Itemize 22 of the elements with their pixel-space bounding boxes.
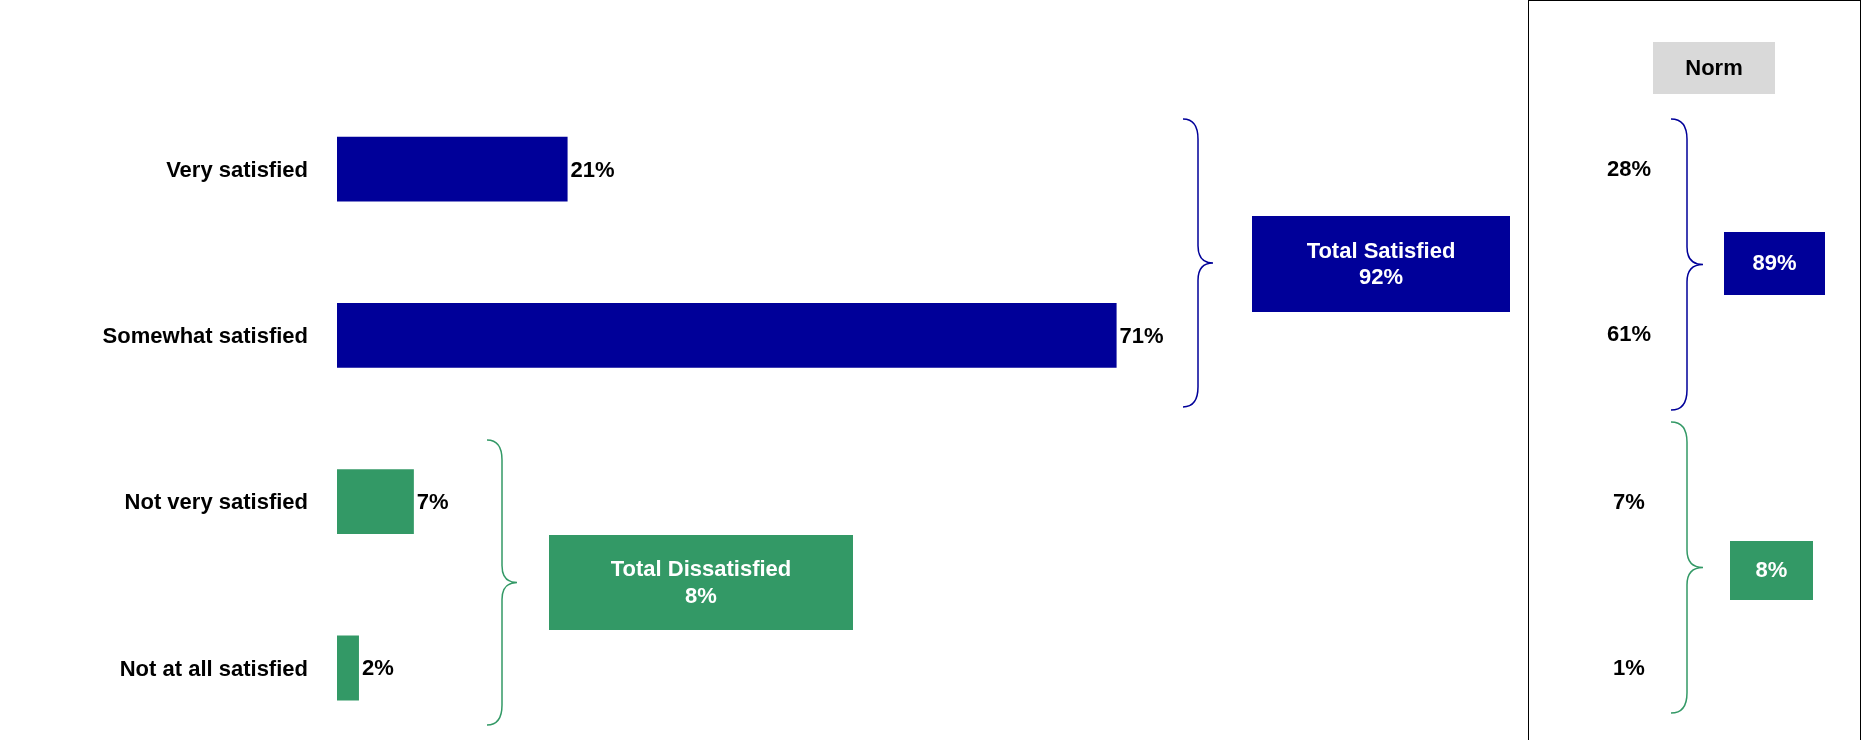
text: 1% [1613,654,1645,682]
callout-box: 8% [1730,541,1813,600]
text: 7% [1613,488,1645,516]
y-tick-label: Very satisfied [166,156,308,182]
bar [337,635,359,701]
data-label: 7% [416,489,449,515]
text: 61% [1606,320,1652,348]
bar [337,302,1117,368]
bar [337,469,414,535]
bar [337,136,568,202]
text: 28% [1606,155,1652,183]
y-tick-label: Not very satisfied [124,489,308,515]
y-tick-label: Not at all satisfied [119,655,308,681]
callout-box: Total Satisfied 92% [1252,216,1510,312]
data-label: 2% [361,655,394,681]
y-tick-label: Somewhat satisfied [102,323,308,349]
data-label: 21% [570,156,615,182]
annotation: Total Dissatisfied 8% [610,556,792,609]
callout-box: Norm [1653,42,1775,94]
data-label: 71% [1119,322,1164,348]
callout-box: Total Dissatisfied 8% [549,535,853,630]
callout-box: 89% [1724,232,1825,295]
